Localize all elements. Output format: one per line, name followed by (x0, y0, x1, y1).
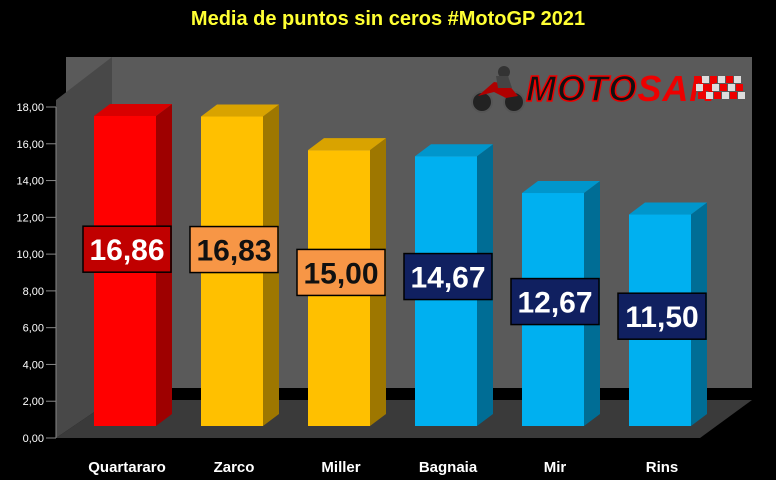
x-tick-label: Quartararo (88, 459, 166, 476)
data-label: 15,00 (303, 257, 378, 290)
y-tick-label: 10,00 (16, 249, 44, 261)
data-label-box (617, 292, 707, 340)
x-tick-label: Miller (321, 459, 360, 476)
flag-cell (714, 92, 721, 99)
flag-cell (710, 76, 717, 83)
bar-top (94, 103, 172, 116)
y-tick-label: 18,00 (16, 102, 44, 114)
data-label: 16,83 (196, 235, 271, 268)
flag-cell (720, 84, 727, 91)
flag-cell (734, 76, 741, 83)
bar-top (308, 138, 386, 151)
data-label-box (82, 225, 172, 273)
data-label-box (403, 252, 493, 301)
data-label-box (296, 248, 386, 297)
data-label-box (510, 277, 600, 326)
flag-cell (722, 92, 729, 99)
flag-cell (730, 92, 737, 99)
y-tick-label: 6,00 (23, 323, 44, 335)
flag-cell (712, 84, 719, 91)
x-tick-label: Rins (646, 459, 679, 476)
y-tick-label: 0,00 (23, 433, 44, 445)
flag-cell (728, 84, 735, 91)
data-label: 11,50 (625, 301, 698, 334)
flag-cell (696, 84, 703, 91)
data-label-box (189, 225, 279, 274)
chart-title: Media de puntos sin ceros #MotoGP 2021 (190, 8, 586, 30)
bar-top (201, 104, 279, 117)
motosan-logo: MOTOSAN (468, 62, 758, 114)
y-tick-label: 8,00 (23, 286, 44, 298)
flag-cell (736, 84, 743, 91)
motorcycle-rider-icon (471, 66, 525, 113)
flag-cell (704, 84, 711, 91)
y-tick-label: 12,00 (16, 212, 44, 224)
y-tick-label: 4,00 (23, 359, 44, 371)
flag-cell (706, 92, 713, 99)
y-tick-label: 14,00 (16, 176, 44, 188)
flag-cell (738, 92, 745, 99)
flag-cell (726, 76, 733, 83)
flag-cell (702, 76, 709, 83)
y-tick-label: 2,00 (23, 396, 44, 408)
x-tick-label: Bagnaia (419, 459, 478, 476)
checkered-flag-icon (694, 76, 745, 99)
bar-top (415, 144, 493, 157)
flag-cell (698, 92, 705, 99)
bar-top (629, 202, 707, 215)
flag-cell (718, 76, 725, 83)
data-label: 16,86 (89, 234, 164, 267)
x-tick-label: Mir (544, 459, 567, 476)
data-label: 12,67 (517, 287, 592, 320)
bar-top (522, 181, 600, 194)
flag-cell (694, 76, 701, 83)
logo-text: MOTOSAN (525, 67, 717, 110)
y-tick-label: 16,00 (16, 139, 44, 151)
data-label: 14,67 (410, 262, 485, 295)
x-tick-label: Zarco (214, 459, 255, 476)
